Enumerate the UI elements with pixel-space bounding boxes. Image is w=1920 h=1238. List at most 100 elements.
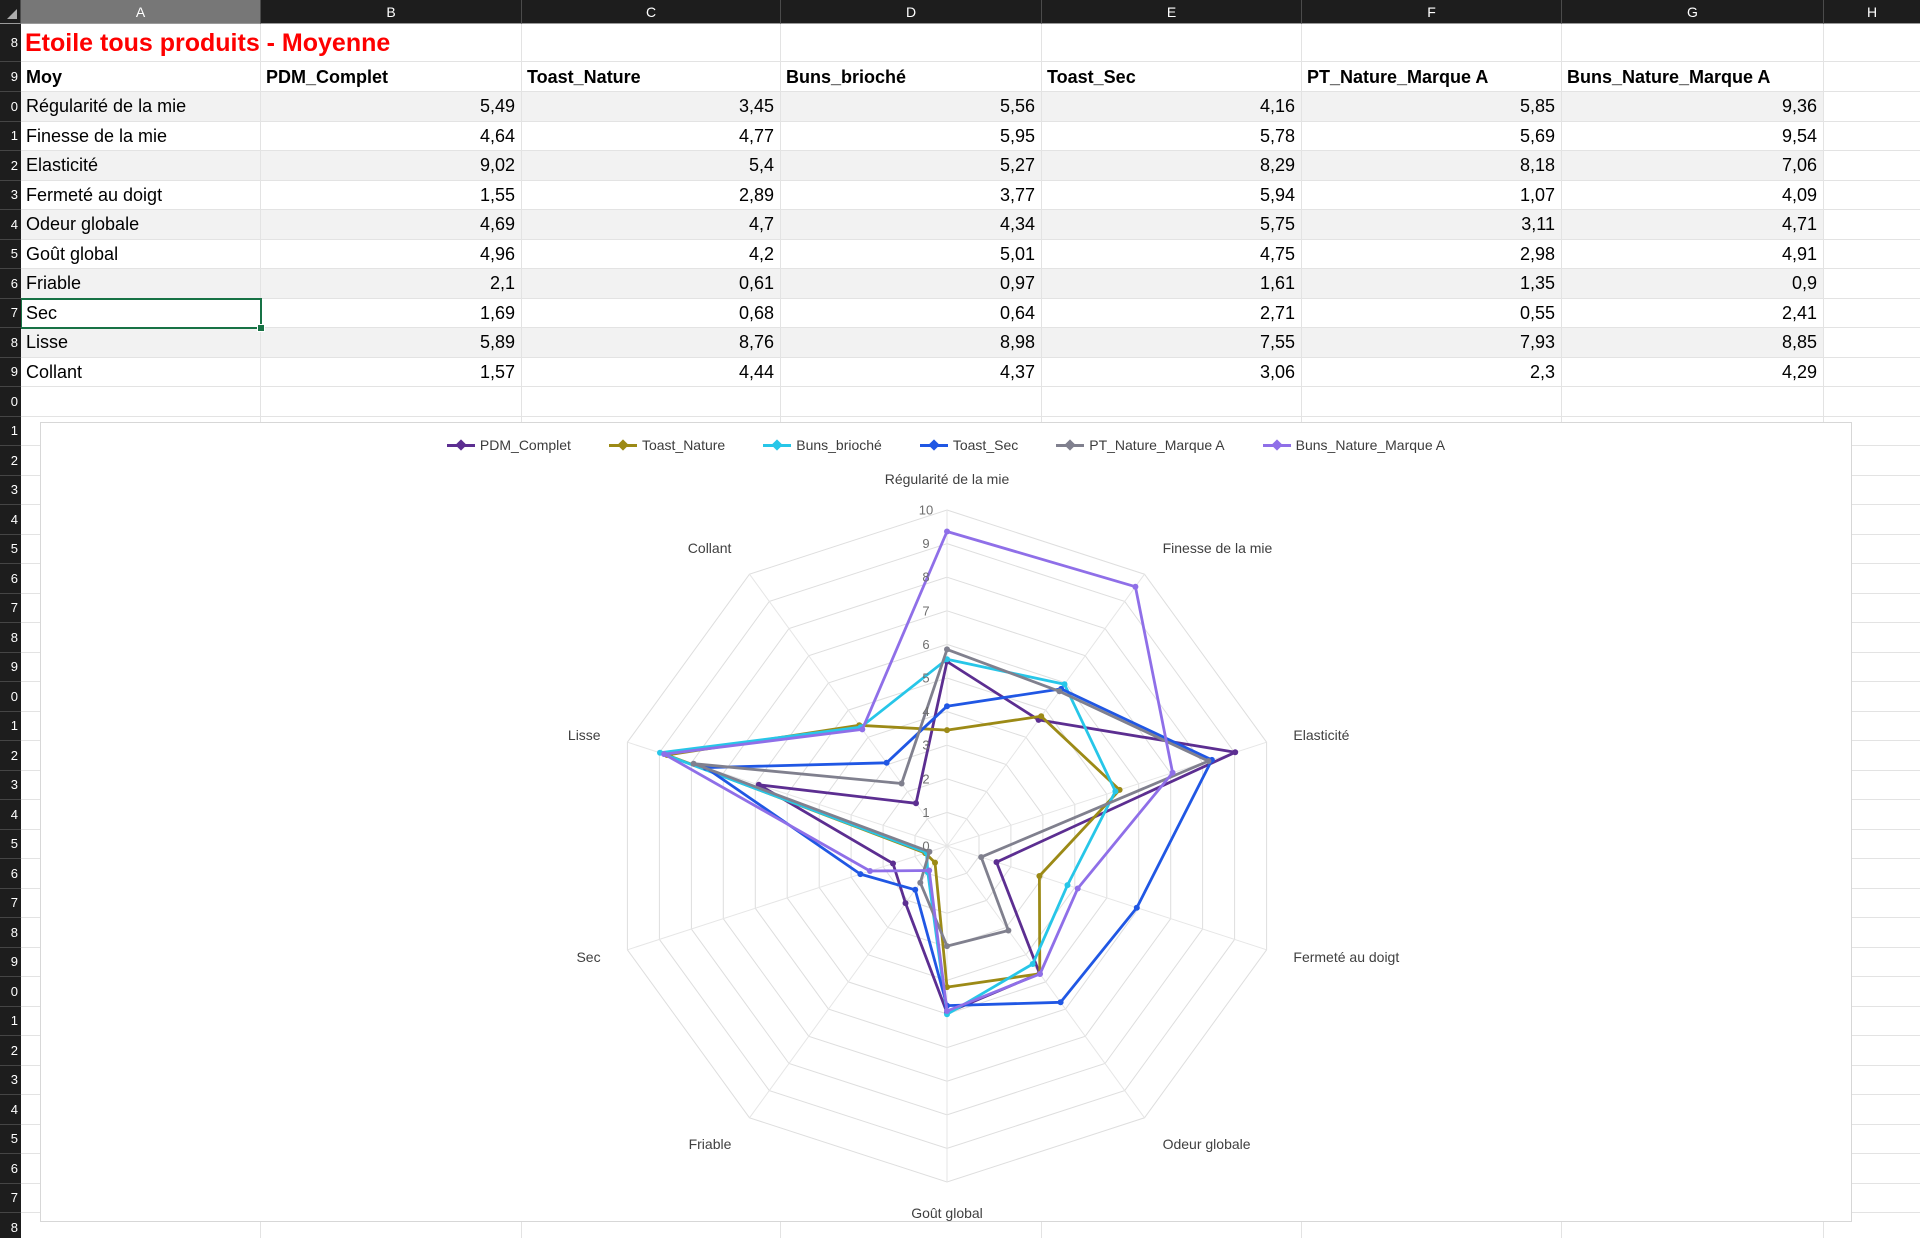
- row-header[interactable]: 4: [0, 505, 21, 535]
- cell-value-r8-c5[interactable]: 7,93: [1519, 332, 1555, 353]
- cell-value-r2-c6[interactable]: 7,06: [1781, 155, 1817, 176]
- row-header[interactable]: 3: [0, 475, 21, 505]
- row-header[interactable]: 3: [0, 180, 21, 210]
- cell-value-r4-c5[interactable]: 3,11: [1521, 214, 1555, 235]
- cell-value-r1-c6[interactable]: 9,54: [1781, 125, 1817, 146]
- cell-value-r1-c3[interactable]: 5,95: [999, 125, 1035, 146]
- cell-label-r8[interactable]: Lisse: [26, 332, 69, 353]
- cell-value-r1-c1[interactable]: 4,64: [479, 125, 515, 146]
- cell-value-r9-c1[interactable]: 1,57: [479, 361, 515, 382]
- column-header-E[interactable]: E: [1042, 0, 1302, 24]
- row-header[interactable]: 9: [0, 652, 21, 682]
- legend-item[interactable]: Toast_Nature: [608, 437, 725, 453]
- table-header-cell[interactable]: PDM_Complet: [266, 66, 389, 87]
- cell-value-r5-c5[interactable]: 2,98: [1519, 243, 1555, 264]
- cell-value-r7-c1[interactable]: 1,69: [479, 302, 515, 323]
- cell-value-r0-c4[interactable]: 4,16: [1259, 96, 1295, 117]
- legend-item[interactable]: Toast_Sec: [919, 437, 1018, 453]
- cell-value-r3-c3[interactable]: 3,77: [999, 184, 1035, 205]
- cell-value-r3-c5[interactable]: 1,07: [1519, 184, 1555, 205]
- cell-value-r4-c3[interactable]: 4,34: [999, 214, 1035, 235]
- row-header[interactable]: 0: [0, 977, 21, 1007]
- cell-value-r8-c1[interactable]: 5,89: [479, 332, 515, 353]
- column-header-A[interactable]: A: [21, 0, 261, 24]
- row-header[interactable]: 1: [0, 711, 21, 741]
- row-header[interactable]: 4: [0, 210, 21, 240]
- row-header[interactable]: 7: [0, 298, 21, 328]
- cell-value-r7-c5[interactable]: 0,55: [1519, 302, 1555, 323]
- row-header[interactable]: 5: [0, 239, 21, 269]
- cell-label-r1[interactable]: Finesse de la mie: [26, 125, 168, 146]
- cell-value-r2-c1[interactable]: 9,02: [479, 155, 515, 176]
- cell-value-r3-c2[interactable]: 2,89: [738, 184, 774, 205]
- row-header[interactable]: 0: [0, 92, 21, 122]
- row-header[interactable]: 8: [0, 24, 21, 62]
- cell-label-r5[interactable]: Goût global: [26, 243, 119, 264]
- cell-value-r2-c2[interactable]: 5,4: [748, 155, 774, 176]
- cell-value-r6-c2[interactable]: 0,61: [738, 273, 774, 294]
- row-header[interactable]: 9: [0, 62, 21, 92]
- row-header[interactable]: 6: [0, 269, 21, 299]
- row-header[interactable]: 9: [0, 947, 21, 977]
- cell-value-r4-c6[interactable]: 4,71: [1781, 214, 1817, 235]
- row-header[interactable]: 8: [0, 328, 21, 358]
- cell-value-r5-c6[interactable]: 4,91: [1781, 243, 1817, 264]
- row-header[interactable]: 9: [0, 357, 21, 387]
- row-header[interactable]: 6: [0, 564, 21, 594]
- cell-value-r9-c6[interactable]: 4,29: [1781, 361, 1817, 382]
- cell-value-r5-c2[interactable]: 4,2: [748, 243, 774, 264]
- cell-label-r7[interactable]: Sec: [26, 302, 58, 323]
- cell-value-r2-c3[interactable]: 5,27: [999, 155, 1035, 176]
- row-header[interactable]: 3: [0, 770, 21, 800]
- cell-value-r1-c4[interactable]: 5,78: [1259, 125, 1295, 146]
- cell-value-r8-c2[interactable]: 8,76: [738, 332, 774, 353]
- cell-value-r3-c1[interactable]: 1,55: [479, 184, 515, 205]
- cell-value-r1-c2[interactable]: 4,77: [738, 125, 774, 146]
- cell-value-r2-c5[interactable]: 8,18: [1519, 155, 1555, 176]
- row-header[interactable]: 6: [0, 1154, 21, 1184]
- cell-value-r6-c5[interactable]: 1,35: [1519, 273, 1555, 294]
- legend-item[interactable]: Buns_Nature_Marque A: [1262, 437, 1445, 453]
- row-header[interactable]: 1: [0, 1006, 21, 1036]
- cell-value-r0-c1[interactable]: 5,49: [479, 96, 515, 117]
- row-header[interactable]: 8: [0, 918, 21, 948]
- cell-value-r0-c5[interactable]: 5,85: [1519, 96, 1555, 117]
- cell-value-r8-c4[interactable]: 7,55: [1259, 332, 1295, 353]
- cell-value-r8-c3[interactable]: 8,98: [999, 332, 1035, 353]
- table-header-cell[interactable]: Buns_Nature_Marque A: [1567, 66, 1771, 87]
- chart-area[interactable]: PDM_Complet Toast_Nature Buns_brioché Toast…: [40, 422, 1852, 1222]
- cell-value-r3-c4[interactable]: 5,94: [1259, 184, 1295, 205]
- table-header-cell[interactable]: Moy: [26, 66, 62, 87]
- cell-value-r9-c3[interactable]: 4,37: [999, 361, 1035, 382]
- cell-value-r4-c1[interactable]: 4,69: [479, 214, 515, 235]
- fill-handle[interactable]: [257, 324, 265, 332]
- cell-label-r2[interactable]: Elasticité: [26, 155, 99, 176]
- cell-value-r6-c6[interactable]: 0,9: [1791, 273, 1817, 294]
- row-header[interactable]: 3: [0, 1065, 21, 1095]
- row-header[interactable]: 0: [0, 387, 21, 417]
- row-header[interactable]: 5: [0, 534, 21, 564]
- row-header[interactable]: 2: [0, 446, 21, 476]
- legend-item[interactable]: PT_Nature_Marque A: [1056, 437, 1225, 453]
- column-header-C[interactable]: C: [522, 0, 781, 24]
- row-header[interactable]: 2: [0, 1036, 21, 1066]
- row-header[interactable]: 4: [0, 1095, 21, 1125]
- row-header[interactable]: 5: [0, 1124, 21, 1154]
- legend-item[interactable]: PDM_Complet: [446, 437, 571, 453]
- cell-label-r6[interactable]: Friable: [26, 273, 82, 294]
- table-header-cell[interactable]: Toast_Nature: [527, 66, 641, 87]
- cell-value-r0-c2[interactable]: 3,45: [738, 96, 774, 117]
- cell-value-r7-c6[interactable]: 2,41: [1781, 302, 1817, 323]
- cell-value-r5-c3[interactable]: 5,01: [999, 243, 1035, 264]
- cell-value-r5-c4[interactable]: 4,75: [1259, 243, 1295, 264]
- cell-label-r0[interactable]: Régularité de la mie: [26, 96, 187, 117]
- cell-value-r9-c4[interactable]: 3,06: [1259, 361, 1295, 382]
- cell-value-r2-c4[interactable]: 8,29: [1259, 155, 1295, 176]
- table-header-cell[interactable]: PT_Nature_Marque A: [1307, 66, 1489, 87]
- row-header[interactable]: 7: [0, 888, 21, 918]
- row-header[interactable]: 8: [0, 623, 21, 653]
- column-header-D[interactable]: D: [781, 0, 1042, 24]
- column-header-G[interactable]: G: [1562, 0, 1824, 24]
- row-header[interactable]: 6: [0, 859, 21, 889]
- cell-value-r0-c3[interactable]: 5,56: [999, 96, 1035, 117]
